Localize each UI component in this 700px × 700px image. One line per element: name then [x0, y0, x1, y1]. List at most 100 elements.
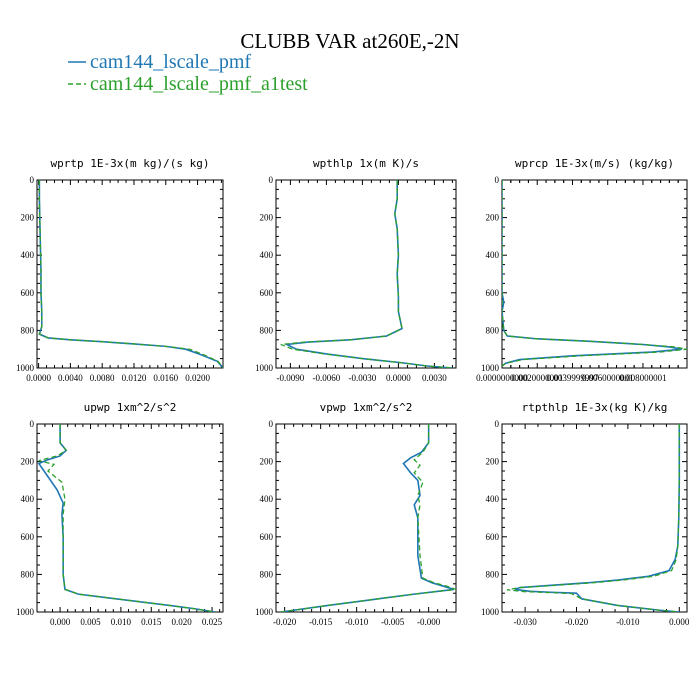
- x-tick-label: 0.0060000001: [582, 373, 634, 383]
- y-tick-label: 400: [486, 250, 500, 260]
- y-tick-label: 0: [269, 175, 274, 185]
- x-tick-label: 0.0030: [422, 373, 447, 383]
- axis-frame: [501, 423, 688, 613]
- legend: cam144_lscale_pmf cam144_lscale_pmf_a1te…: [68, 51, 308, 95]
- series-line-cam144-lscale-pmf: [502, 180, 682, 367]
- y-tick-label: 1000: [16, 607, 35, 617]
- y-tick-label: 600: [21, 288, 35, 298]
- axis-frame: [501, 179, 688, 369]
- x-tick-label: -0.005: [381, 617, 405, 627]
- series-line-cam144-lscale-pmf: [280, 424, 455, 612]
- axis-frame: [275, 179, 457, 369]
- x-tick-label: 0.0040: [58, 373, 83, 383]
- y-tick-label: 1000: [16, 363, 35, 373]
- panel-4: upwp 1xm^2/s^2 0 200 400 600 800 1000 0.000 0.00…: [16, 401, 224, 627]
- figure-title: CLUBB VAR at260E,-2N: [240, 29, 459, 53]
- panel-6: rtpthlp 1E-3x(kg K)/kg 0 200 400 600 800 1000 -…: [481, 401, 690, 627]
- series-line-cam144-lscale-pmf-a1test: [38, 424, 216, 612]
- panel-title: wpthlp 1x(m K)/s: [313, 157, 419, 170]
- x-tick-label: -0.015: [309, 617, 333, 627]
- series-line-cam144-lscale-pmf-a1test: [502, 180, 687, 367]
- x-tick-label: 0.0000: [26, 373, 51, 383]
- x-tick-label: 0.025: [202, 617, 223, 627]
- y-tick-label: 200: [21, 213, 35, 223]
- x-tick-label: 0.0039999997: [547, 373, 599, 383]
- panel-title: wprtp 1E-3x(m kg)/(s kg): [51, 157, 210, 170]
- y-tick-label: 800: [260, 569, 274, 579]
- legend-label-1: cam144_lscale_pmf: [90, 51, 251, 73]
- y-tick-label: 400: [486, 494, 500, 504]
- series-line-cam144-lscale-pmf-a1test: [280, 180, 453, 368]
- series-line-cam144-lscale-pmf: [283, 180, 453, 368]
- x-tick-label: 0.0200: [185, 373, 210, 383]
- y-tick-label: 600: [260, 288, 274, 298]
- panel-5: vpwp 1xm^2/s^2 0 200 400 600 800 1000-0.020 -0.…: [255, 401, 457, 627]
- panel-title: upwp 1xm^2/s^2: [84, 401, 177, 414]
- x-tick-label: 0.0080: [90, 373, 115, 383]
- x-tick-label: 0.015: [141, 617, 162, 627]
- x-tick-label: -0.0030: [349, 373, 377, 383]
- x-tick-label: -0.000: [417, 617, 441, 627]
- x-tick-label: -0.0090: [277, 373, 305, 383]
- x-tick-label: -0.010: [616, 617, 640, 627]
- y-tick-label: 800: [486, 569, 500, 579]
- y-tick-label: 0: [30, 419, 35, 429]
- y-tick-label: 200: [260, 213, 274, 223]
- y-tick-label: 800: [21, 325, 35, 335]
- x-tick-label: 0.010: [111, 617, 132, 627]
- y-tick-label: 600: [486, 532, 500, 542]
- x-tick-label: 0.000: [50, 617, 71, 627]
- x-tick-label: 0.0000: [386, 373, 411, 383]
- y-tick-label: 800: [260, 325, 274, 335]
- y-tick-label: 400: [260, 250, 274, 260]
- x-tick-label: -0.0060: [313, 373, 341, 383]
- y-tick-label: 0: [30, 175, 35, 185]
- y-tick-label: 600: [486, 288, 500, 298]
- panels: wprtp 1E-3x(m kg)/(s kg) 0 200 400 600 800 100…: [16, 157, 690, 627]
- y-tick-label: 0: [495, 175, 500, 185]
- x-tick-label: 0.020: [172, 617, 193, 627]
- x-tick-label: -0.020: [273, 617, 297, 627]
- y-tick-label: 0: [495, 419, 500, 429]
- legend-label-2: cam144_lscale_pmf_a1test: [90, 73, 308, 95]
- series-line-cam144-lscale-pmf: [514, 424, 681, 612]
- y-tick-label: 200: [260, 457, 274, 467]
- y-tick-label: 200: [486, 457, 500, 467]
- x-tick-label: 0.0120: [122, 373, 147, 383]
- x-tick-label: -0.030: [514, 617, 538, 627]
- x-tick-label: 0.0000000000: [476, 373, 528, 383]
- x-tick-label: -0.010: [345, 617, 369, 627]
- panel-3: wprcp 1E-3x(m/s) (kg/kg) 0 200 400 600 800 100…: [476, 157, 688, 383]
- x-tick-label: 0.008000001: [619, 373, 666, 383]
- y-tick-label: 0: [269, 419, 274, 429]
- x-tick-label: 0.0160: [153, 373, 178, 383]
- y-tick-label: 1000: [481, 363, 500, 373]
- panel-title: rtpthlp 1E-3x(kg K)/kg: [522, 401, 668, 414]
- y-tick-label: 400: [21, 250, 35, 260]
- series-line-cam144-lscale-pmf-a1test: [507, 424, 680, 612]
- y-tick-label: 600: [21, 532, 35, 542]
- y-tick-label: 600: [260, 532, 274, 542]
- y-tick-label: 1000: [481, 607, 500, 617]
- x-tick-label: -0.020: [565, 617, 589, 627]
- panel-title: wprcp 1E-3x(m/s) (kg/kg): [515, 157, 674, 170]
- y-tick-label: 400: [260, 494, 274, 504]
- y-tick-label: 800: [21, 569, 35, 579]
- y-tick-label: 800: [486, 325, 500, 335]
- series-line-cam144-lscale-pmf-a1test: [38, 180, 223, 368]
- panel-1: wprtp 1E-3x(m kg)/(s kg) 0 200 400 600 800 100…: [16, 157, 224, 383]
- y-tick-label: 400: [21, 494, 35, 504]
- y-tick-label: 1000: [255, 607, 274, 617]
- axis-frame: [275, 423, 457, 613]
- series-line-cam144-lscale-pmf: [38, 180, 223, 368]
- panel-2: wpthlp 1x(m K)/s 0 200 400 600 800 1000-0.0090…: [255, 157, 457, 383]
- series-line-cam144-lscale-pmf-a1test: [280, 424, 456, 612]
- y-tick-label: 1000: [255, 363, 274, 373]
- y-tick-label: 200: [21, 457, 35, 467]
- series-line-cam144-lscale-pmf: [37, 424, 216, 612]
- y-tick-label: 200: [486, 213, 500, 223]
- x-tick-label: 0.005: [80, 617, 101, 627]
- x-tick-label: 0.0020000001: [511, 373, 563, 383]
